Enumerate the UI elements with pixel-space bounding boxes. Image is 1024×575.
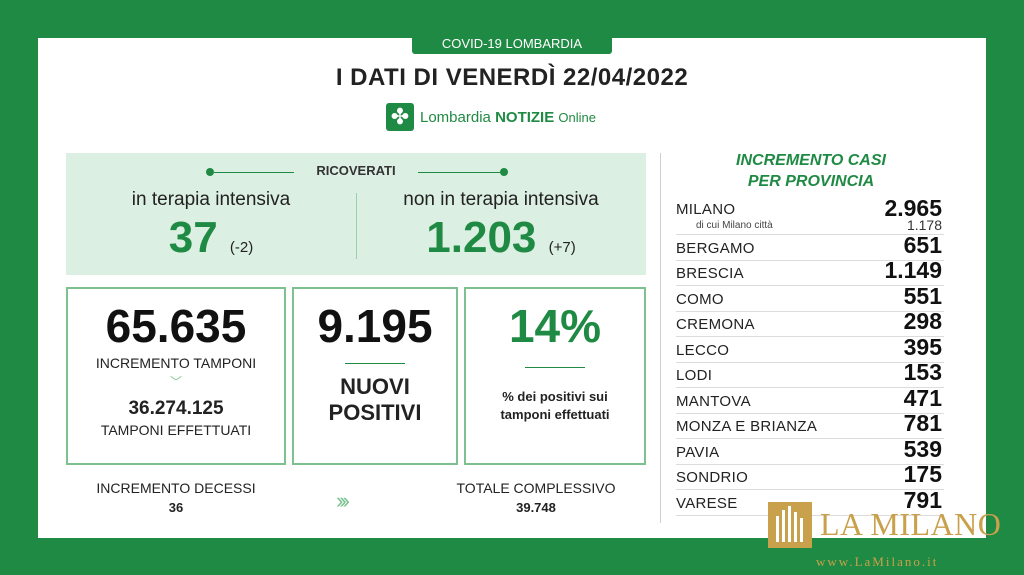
brand-word-notizie: NOTIZIE <box>495 108 555 126</box>
province-row: SONDRIO 175 <box>676 461 944 490</box>
milano-city-label: di cui Milano città <box>696 220 773 231</box>
region-tag: COVID-19 LOMBARDIA <box>412 34 612 54</box>
intensive-care-block: in terapia intensiva 37 (-2) <box>86 189 336 263</box>
province-name: BERGAMO <box>676 239 755 257</box>
province-value: 791 <box>903 486 942 513</box>
province-row-milano: MILANO 2.965 di cui Milano città 1.178 <box>676 195 944 235</box>
chevron-down-icon: ﹀ <box>169 375 182 389</box>
tamponi-total-label: TAMPONI EFFETTUATI <box>100 422 252 438</box>
la-milano-logo-icon <box>768 502 812 548</box>
province-name: SONDRIO <box>676 469 749 486</box>
percentuale-value: 14% <box>508 300 602 352</box>
decessi-total-value: 39.748 <box>516 500 556 515</box>
decessi-increment-value: 36 <box>168 500 184 515</box>
province-name: MONZA E BRIANZA <box>676 418 818 435</box>
tamponi-increment-value: 65.635 <box>105 300 247 352</box>
province-name: MANTOVA <box>676 392 751 410</box>
non-intensive-delta: (+7) <box>548 239 576 256</box>
province-value: 395 <box>903 333 942 360</box>
non-intensive-value: 1.203 <box>426 213 537 262</box>
ricoverati-heading: RICOVERATI <box>316 163 396 178</box>
province-row: BRESCIA 1.149 <box>676 257 944 286</box>
panel-divider <box>660 153 661 523</box>
percentuale-label-1: % dei positivi sui <box>502 389 608 404</box>
non-intensive-value-line: 1.203 (+7) <box>376 213 626 263</box>
positivi-label-1: NUOVI <box>340 374 410 399</box>
dot-left-icon <box>206 168 214 176</box>
watermark-name: LA MILANO <box>820 506 1002 542</box>
province-value: 651 <box>903 231 942 258</box>
milano-city-value: 1.178 <box>906 217 942 233</box>
province-title-1: INCREMENTO CASI <box>736 152 886 169</box>
province-row: MONZA E BRIANZA 781 <box>676 410 944 439</box>
province-row: MANTOVA 471 <box>676 384 944 414</box>
decessi-total-label: TOTALE COMPLESSIVO <box>456 480 616 496</box>
positivi-box: 9.195 NUOVI POSITIVI <box>292 287 458 465</box>
intensive-value-line: 37 (-2) <box>86 213 336 263</box>
province-value: 2.965 <box>884 195 942 221</box>
page-title: I DATI DI VENERDÌ 22/04/2022 <box>335 64 689 91</box>
decessi-increment-block: INCREMENTO DECESSI 36 <box>66 480 286 515</box>
province-value: 298 <box>903 308 942 334</box>
tamponi-total-value: 36.274.125 <box>128 398 224 419</box>
province-value: 551 <box>903 282 942 309</box>
positivi-label-2: POSITIVI <box>328 400 422 425</box>
province-value: 781 <box>903 410 942 436</box>
province-name: MILANO <box>676 201 736 218</box>
brand-word-lombardia: Lombardia <box>420 108 491 126</box>
percentuale-box: 14% % dei positivi sui tamponi effettuat… <box>464 287 646 465</box>
tamponi-increment-label: INCREMENTO TAMPONI <box>95 355 257 371</box>
ricoverati-panel: RICOVERATI in terapia intensiva 37 (-2) … <box>66 153 646 275</box>
province-name: LECCO <box>676 341 730 359</box>
watermark-url: www.LaMilano.it <box>816 554 939 569</box>
intensive-label: in terapia intensiva <box>131 189 291 210</box>
intensive-delta: (-2) <box>229 239 254 256</box>
province-value: 1.149 <box>884 257 942 283</box>
decessi-total-block: TOTALE COMPLESSIVO 39.748 <box>436 480 636 515</box>
percentuale-rule <box>525 367 585 368</box>
province-row: COMO 551 <box>676 282 944 312</box>
province-value: 153 <box>903 359 942 385</box>
province-value: 175 <box>903 461 942 487</box>
province-name: BRESCIA <box>676 265 744 282</box>
ricoverati-divider <box>356 193 357 259</box>
province-name: CREMONA <box>676 316 755 333</box>
header-rule-right <box>418 172 502 173</box>
province-value: 471 <box>903 384 942 411</box>
non-intensive-label: non in terapia intensiva <box>403 189 599 210</box>
province-row: BERGAMO 651 <box>676 231 944 261</box>
province-row: CREMONA 298 <box>676 308 944 337</box>
province-row: LODI 153 <box>676 359 944 388</box>
province-name: LODI <box>676 367 713 384</box>
positivi-rule <box>345 363 405 364</box>
non-intensive-block: non in terapia intensiva 1.203 (+7) <box>376 189 626 263</box>
percentuale-label-2: tamponi effettuati <box>500 407 610 422</box>
chevrons-right-icon: ››› <box>336 488 350 513</box>
decessi-increment-label: INCREMENTO DECESSI <box>96 480 256 496</box>
province-list: MILANO 2.965 di cui Milano città 1.178 B… <box>676 195 944 516</box>
province-name: COMO <box>676 290 724 308</box>
brand-name: Lombardia NOTIZIE Online <box>420 109 596 126</box>
dot-right-icon <box>500 168 508 176</box>
brand-logo-block: ✤ Lombardia NOTIZIE Online <box>386 103 596 131</box>
province-name: PAVIA <box>676 443 720 461</box>
province-title: INCREMENTO CASI PER PROVINCIA <box>676 150 946 192</box>
positivi-value: 9.195 <box>317 300 433 352</box>
lombardia-cross-icon: ✤ <box>386 103 414 131</box>
province-row: PAVIA 539 <box>676 435 944 465</box>
province-name: VARESE <box>676 494 738 512</box>
brand-word-online: Online <box>558 109 596 125</box>
tamponi-box: 65.635 INCREMENTO TAMPONI ﹀ 36.274.125 T… <box>66 287 286 465</box>
province-title-2: PER PROVINCIA <box>747 173 875 190</box>
watermark: LA MILANO www.LaMilano.it <box>766 502 1024 575</box>
intensive-value: 37 <box>168 213 218 262</box>
province-row: LECCO 395 <box>676 333 944 363</box>
header-rule-left <box>214 172 294 173</box>
province-value: 539 <box>903 435 942 462</box>
